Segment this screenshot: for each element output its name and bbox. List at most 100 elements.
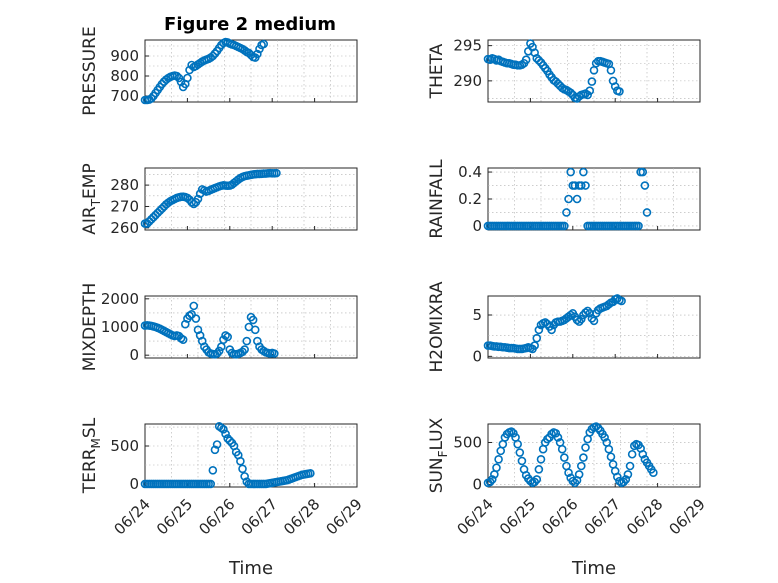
x-tick-label: 06/29 xyxy=(323,495,366,538)
y-axis-label: THETA xyxy=(427,43,447,99)
y-tick-label: 1000 xyxy=(101,318,139,336)
data-point xyxy=(236,456,245,466)
data-point xyxy=(581,443,590,452)
data-point xyxy=(579,453,588,462)
data-point xyxy=(572,194,582,204)
data-point xyxy=(625,461,635,471)
y-tick-label: 0.4 xyxy=(458,163,482,181)
data-point xyxy=(613,472,622,482)
data-point xyxy=(151,210,160,220)
data-point xyxy=(155,206,165,216)
grid xyxy=(145,40,357,102)
data-point xyxy=(242,336,252,346)
figure-title: Figure 2 medium xyxy=(164,14,336,35)
x-tick-label: 06/26 xyxy=(538,495,581,538)
y-axis-label: SUNFLUX xyxy=(427,417,450,493)
axes-theta: 290 295 THETA xyxy=(427,37,701,103)
x-tick-label: 06/24 xyxy=(454,495,497,538)
x-tick-label: 06/28 xyxy=(623,495,666,538)
grid xyxy=(145,168,357,230)
data-point xyxy=(551,428,561,438)
data-point xyxy=(606,452,616,462)
data-point xyxy=(615,87,624,96)
y-tick-label: 295 xyxy=(453,37,482,55)
x-tick-label: 06/28 xyxy=(280,495,323,538)
axes-terr-msl: 0 500 06/24 06/25 06/26 06/27 06/28 06/29 TERRMS… xyxy=(80,417,366,538)
data-point xyxy=(515,448,525,457)
x-tick-label: 06/27 xyxy=(238,495,281,538)
data-point xyxy=(172,71,182,81)
data-point xyxy=(189,301,199,311)
y-tick-label: 280 xyxy=(110,176,139,194)
data-point xyxy=(509,428,518,438)
grid xyxy=(145,296,357,358)
data-point xyxy=(617,296,626,306)
x-axis-label-left: Time xyxy=(228,558,273,579)
data-point xyxy=(534,325,544,335)
series-markers xyxy=(140,421,315,489)
data-point xyxy=(221,429,230,439)
data-point xyxy=(566,310,575,320)
series-markers xyxy=(483,167,652,231)
data-point xyxy=(640,181,650,190)
data-point xyxy=(144,217,154,226)
data-point xyxy=(638,167,648,177)
axes-rainfall: 0 0.2 0.4 RAINFALL xyxy=(427,159,701,239)
data-point xyxy=(507,427,516,436)
y-tick-label: 0 xyxy=(472,475,482,493)
data-point xyxy=(581,181,590,190)
data-point xyxy=(193,194,203,204)
data-point xyxy=(208,466,218,475)
axes-air-temp: 260 270 280 AIRTEMP xyxy=(80,163,358,237)
data-point xyxy=(593,305,603,315)
data-point xyxy=(521,55,531,65)
data-point xyxy=(189,199,199,209)
data-point xyxy=(214,346,224,356)
data-point xyxy=(238,464,247,474)
data-point xyxy=(219,425,228,434)
y-tick-label: 0 xyxy=(129,346,139,364)
y-tick-label: 700 xyxy=(110,87,139,105)
data-point xyxy=(566,167,575,177)
y-axis-label: AIRTEMP xyxy=(80,163,103,234)
data-point xyxy=(576,461,586,471)
data-point xyxy=(606,65,616,75)
data-point xyxy=(534,465,544,474)
y-axis-label: H2OMIXRA xyxy=(427,281,447,372)
x-tick-label: 06/24 xyxy=(111,495,154,538)
y-tick-label: 0 xyxy=(129,475,139,493)
data-point xyxy=(572,315,582,325)
data-point xyxy=(183,193,192,203)
data-point xyxy=(583,90,592,100)
data-point xyxy=(604,299,614,309)
data-point xyxy=(253,49,262,59)
data-point xyxy=(142,219,152,228)
y-axis-label: PRESSURE xyxy=(80,26,100,115)
grid xyxy=(488,296,700,358)
y-tick-label: 260 xyxy=(110,219,139,237)
data-point xyxy=(564,194,573,204)
axes-pressure: 700 800 900 PRESSURE xyxy=(80,26,358,116)
data-point xyxy=(613,294,622,303)
x-axis-label-right: Time xyxy=(571,558,616,579)
data-point xyxy=(587,77,597,86)
data-point xyxy=(589,316,599,326)
data-point xyxy=(259,39,269,49)
series-markers xyxy=(140,37,269,105)
data-point xyxy=(223,434,232,443)
data-point xyxy=(240,46,249,55)
y-tick-label: 900 xyxy=(110,47,139,65)
data-point xyxy=(183,73,192,83)
data-point xyxy=(574,470,584,479)
x-tick-label: 06/25 xyxy=(153,495,196,538)
series-markers xyxy=(140,168,281,228)
data-point xyxy=(147,215,156,224)
grid xyxy=(488,168,700,230)
data-point xyxy=(536,454,546,464)
data-point xyxy=(576,181,586,190)
axes-h2omixra: 0 5 H2OMIXRA xyxy=(427,281,701,373)
x-tick-label: 06/25 xyxy=(496,495,539,538)
x-tick-label: 06/27 xyxy=(581,495,624,538)
data-point xyxy=(272,168,281,178)
